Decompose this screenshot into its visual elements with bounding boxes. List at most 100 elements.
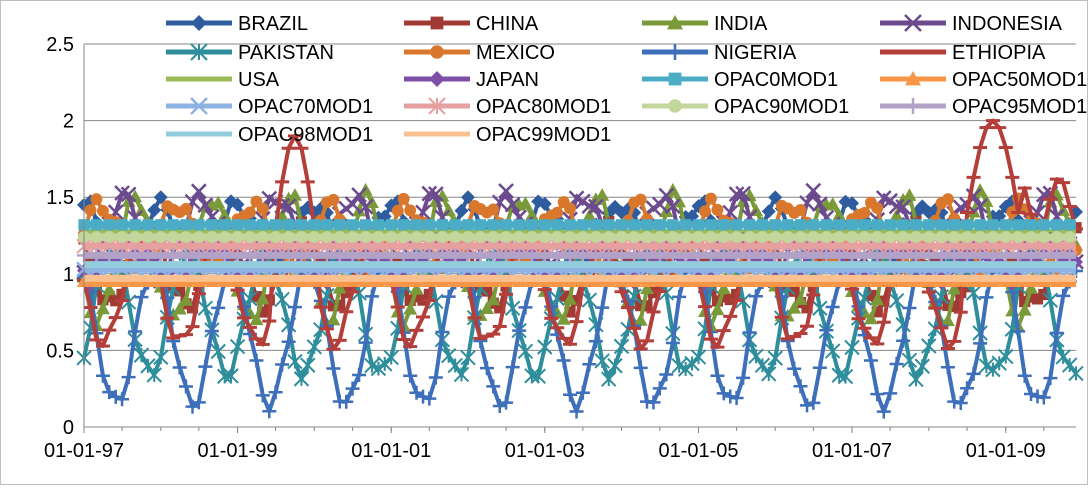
data-point [191, 15, 207, 31]
data-point [788, 285, 800, 297]
data-point [974, 231, 987, 243]
legend-entry-usa: USA [166, 69, 280, 91]
data-point [223, 368, 239, 384]
data-point [462, 231, 474, 243]
data-point [95, 301, 110, 315]
data-point [659, 367, 674, 382]
x-tick-label: 01-01-07 [812, 440, 892, 462]
data-point [699, 254, 711, 266]
data-point [905, 98, 921, 114]
data-point [461, 248, 476, 263]
data-point [1006, 253, 1018, 266]
data-point [327, 300, 340, 312]
data-point [120, 186, 137, 203]
data-point [460, 350, 476, 366]
data-point [793, 248, 808, 263]
data-point [613, 338, 630, 355]
data-point [641, 231, 653, 243]
data-point [703, 248, 718, 263]
data-point [249, 312, 264, 326]
data-point [115, 392, 130, 407]
data-point [603, 219, 615, 231]
data-point [705, 219, 717, 231]
data-point [602, 231, 615, 243]
data-point [429, 71, 445, 87]
data-point [153, 248, 168, 263]
data-point [453, 366, 470, 383]
data-point [257, 219, 269, 231]
data-point [577, 219, 589, 231]
data-point [339, 394, 354, 409]
data-point [594, 353, 610, 369]
legend-entry-opac95mod1: OPAC95MOD1 [880, 96, 1087, 118]
data-point [499, 248, 514, 263]
data-point [404, 294, 416, 306]
data-point [257, 306, 269, 318]
legend-entry-nigeria: NIGERIA [642, 42, 797, 64]
data-point [589, 231, 602, 243]
data-point [190, 183, 207, 200]
data-point [403, 302, 418, 315]
data-point [665, 248, 680, 263]
data-point [115, 248, 130, 263]
data-point [97, 294, 109, 306]
data-point [174, 285, 186, 297]
data-point [679, 231, 692, 243]
data-point [787, 301, 802, 314]
data-point [948, 300, 960, 313]
data-point [769, 231, 782, 243]
data-point [295, 231, 308, 243]
data-point [504, 196, 521, 213]
data-point [385, 219, 397, 231]
data-point [628, 231, 641, 243]
axes: 0 0.5 1 1.5 2 2.5 01-01-97 01-01-99 01-01-01 01-0… [44, 34, 1076, 462]
data-point [910, 219, 922, 231]
data-point [884, 219, 896, 231]
data-point [782, 219, 794, 231]
legend-label: OPAC98MOD1 [238, 124, 373, 146]
data-point [582, 357, 597, 372]
data-point [308, 219, 320, 231]
data-point [711, 203, 724, 216]
data-point [730, 219, 743, 231]
data-point [428, 370, 443, 385]
x-tick-label: 01-01-09 [966, 440, 1046, 462]
data-point [500, 219, 512, 231]
data-point [494, 302, 506, 314]
legend-label: OPAC80MOD1 [476, 96, 611, 118]
data-point [1055, 349, 1071, 365]
data-point [359, 219, 372, 231]
data-point [95, 368, 110, 383]
data-point [103, 219, 115, 231]
data-point [332, 281, 347, 294]
data-point [167, 231, 180, 243]
data-point [811, 196, 828, 213]
data-point [973, 248, 988, 263]
data-point [667, 44, 683, 60]
data-point [167, 219, 179, 231]
data-point [449, 231, 462, 243]
data-point [129, 219, 141, 231]
data-point [242, 248, 257, 263]
data-point [537, 248, 552, 263]
data-point [812, 360, 827, 375]
data-point [550, 248, 565, 263]
data-point [600, 371, 617, 387]
data-point [942, 299, 954, 312]
data-point [423, 219, 435, 231]
data-point [948, 231, 961, 243]
data-point [410, 219, 423, 231]
data-point [905, 71, 921, 86]
data-point [1051, 219, 1063, 231]
data-point [889, 356, 904, 371]
data-point [1037, 231, 1050, 243]
data-point [186, 302, 199, 314]
data-point [1012, 219, 1024, 231]
data-point [1023, 281, 1038, 294]
data-point [280, 198, 297, 214]
data-point [801, 302, 813, 314]
data-point [140, 358, 156, 374]
data-point [858, 231, 871, 243]
data-point [876, 404, 891, 419]
data-point [832, 208, 847, 221]
